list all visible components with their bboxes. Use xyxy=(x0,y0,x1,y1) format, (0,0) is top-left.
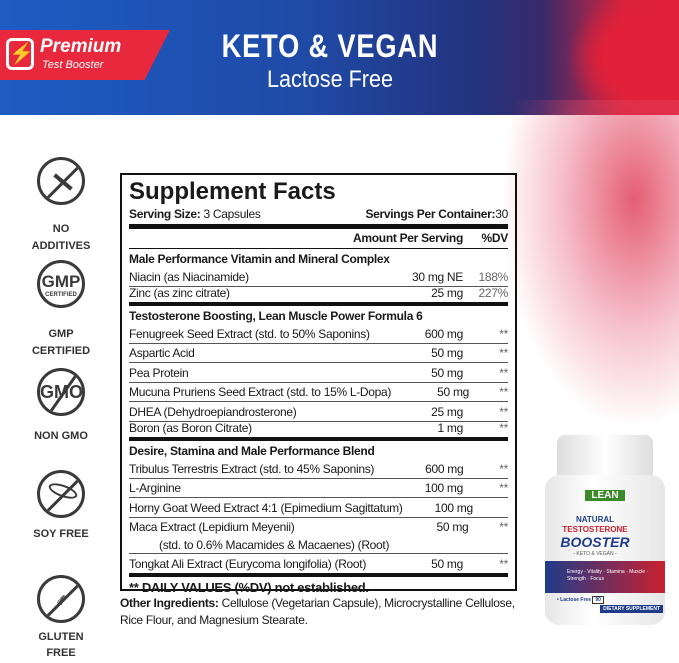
table-row: Tongkat Ali Extract (Eurycoma longifolia… xyxy=(129,554,508,577)
table-row: Maca Extract (Lepidium Meyenii) (std. to … xyxy=(129,519,508,554)
serving-row: Serving Size: 3 Capsules Servings Per Co… xyxy=(129,206,508,229)
table-row: Aspartic Acid 50 mg ** xyxy=(129,344,508,363)
table-row: Mucuna Pruriens Seed Extract (std. to 15… xyxy=(129,383,508,402)
table-row: Horny Goat Weed Extract 4:1 (Epimedium S… xyxy=(129,498,508,518)
column-header: Amount Per Serving %DV xyxy=(129,229,508,249)
non-gmo-icon: GMO xyxy=(37,368,85,416)
gmp-certified-icon: GMP CERTIFIED xyxy=(37,260,85,308)
section-title: Desire, Stamina and Male Performance Ble… xyxy=(129,444,375,458)
table-row: Pea Protein 50 mg ** xyxy=(129,363,508,383)
table-row: Tribulus Terrestris Extract (std. to 45%… xyxy=(129,459,508,479)
brand-logo: LEAN xyxy=(585,490,625,501)
table-row: L-Arginine 100 mg ** xyxy=(129,479,508,498)
badge-label: NON GMO xyxy=(34,430,88,442)
table-row: DHEA (Dehydroepiandrosterone) 25 mg ** xyxy=(129,402,508,422)
badge-label: NO ADDITIVES xyxy=(31,223,91,252)
badge-label: GMP CERTIFIED xyxy=(31,328,91,357)
lightning-icon: ⚡ xyxy=(6,38,34,70)
banner-subtitle: Lactose Free xyxy=(266,66,394,93)
table-row: Zinc (as zinc citrate) 25 mg 227% xyxy=(129,286,508,306)
other-ingredients: Other Ingredients: Cellulose (Vegetarian… xyxy=(120,596,515,627)
product-bottle: LEAN NATURAL TESTOSTERONE BOOSTER - KETO… xyxy=(545,435,665,625)
supplement-facts-panel: Supplement Facts Serving Size: 3 Capsule… xyxy=(120,173,517,595)
section-title: Male Performance Vitamin and Mineral Com… xyxy=(129,252,390,266)
badge-subtitle: Test Booster xyxy=(42,59,104,71)
badge-label: SOY FREE xyxy=(33,528,89,540)
table-row: Niacin (as Niacinamide) 30 mg NE 188% xyxy=(129,267,508,287)
table-row: Fenugreek Seed Extract (std. to 50% Sapo… xyxy=(129,324,508,344)
soy-free-icon xyxy=(37,470,85,518)
gluten-free-icon: ⸙ xyxy=(37,575,85,623)
section-title: Testosterone Boosting, Lean Muscle Power… xyxy=(129,309,423,323)
red-splash xyxy=(500,100,679,430)
facts-title: Supplement Facts xyxy=(129,178,336,205)
badge-title: Premium xyxy=(40,36,122,57)
badge-label: GLUTEN FREE xyxy=(38,631,84,659)
no-additives-icon xyxy=(37,157,85,205)
banner-title: KETO & VEGAN xyxy=(221,28,439,64)
table-row: Boron (as Boron Citrate) 1 mg ** xyxy=(129,421,508,441)
premium-badge: ⚡ Premium Test Booster xyxy=(0,30,170,80)
banner: ⚡ Premium Test Booster KETO & VEGAN Lact… xyxy=(0,0,679,115)
footnote: ** DAILY VALUES (%DV) not established. xyxy=(129,579,369,595)
